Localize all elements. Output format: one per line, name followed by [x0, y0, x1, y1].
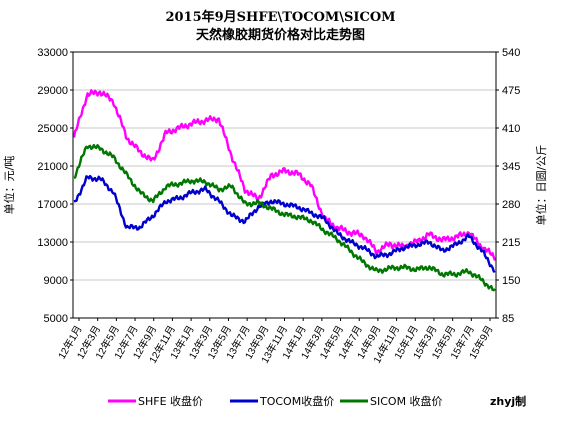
y-tick-left: 9000 [44, 275, 68, 287]
legend-label: SICOM 收盘价 [370, 394, 443, 408]
y-tick-right: 410 [502, 123, 520, 135]
y-tick-left: 21000 [37, 161, 68, 173]
x-axis: 12年1月12年3月12年5月12年7月12年9月12年11月13年1月13年3… [55, 318, 496, 365]
y-tick-right: 540 [502, 47, 520, 59]
series-line-3 [73, 143, 496, 292]
series-line-2 [73, 174, 496, 273]
y-tick-right: 345 [502, 161, 520, 173]
legend-label: SHFE 收盘价 [138, 394, 203, 408]
y-tick-left: 17000 [37, 199, 68, 211]
y-tick-right: 150 [502, 275, 520, 287]
right-y-axis: 540 475 410 345 280 215 150 85 [496, 47, 520, 325]
y-tick-left: 25000 [37, 123, 68, 135]
y-tick-left: 29000 [37, 85, 68, 97]
y-tick-right: 475 [502, 85, 520, 97]
chart-title-line2: 天然橡胶期货价格对比走势图 [195, 28, 365, 43]
y-tick-right: 85 [502, 313, 514, 325]
plot-frame [72, 51, 497, 319]
series-line-1 [72, 89, 497, 261]
chart-title-line1: 2015年9月SHFE\TOCOM\SICOM [165, 10, 396, 25]
series-lines [72, 89, 497, 292]
y-tick-left: 13000 [37, 237, 68, 249]
y-axis-left-label: 单位：元/吨 [2, 156, 16, 215]
y-tick-right: 215 [502, 237, 520, 249]
left-y-axis: 33000 29000 25000 21000 17000 13000 9000 5000 [37, 47, 73, 325]
y-tick-left: 33000 [37, 47, 68, 59]
y-tick-left: 5000 [44, 313, 68, 325]
y-tick-right: 280 [502, 199, 520, 211]
legend-label: TOCOM收盘价 [259, 394, 334, 408]
gridlines [73, 89, 496, 281]
legend: SHFE 收盘价 TOCOM收盘价 SICOM 收盘价 [108, 394, 443, 408]
watermark: zhyj制 [490, 394, 526, 408]
y-axis-right-label: 单位：日圆/公斤 [534, 145, 548, 226]
